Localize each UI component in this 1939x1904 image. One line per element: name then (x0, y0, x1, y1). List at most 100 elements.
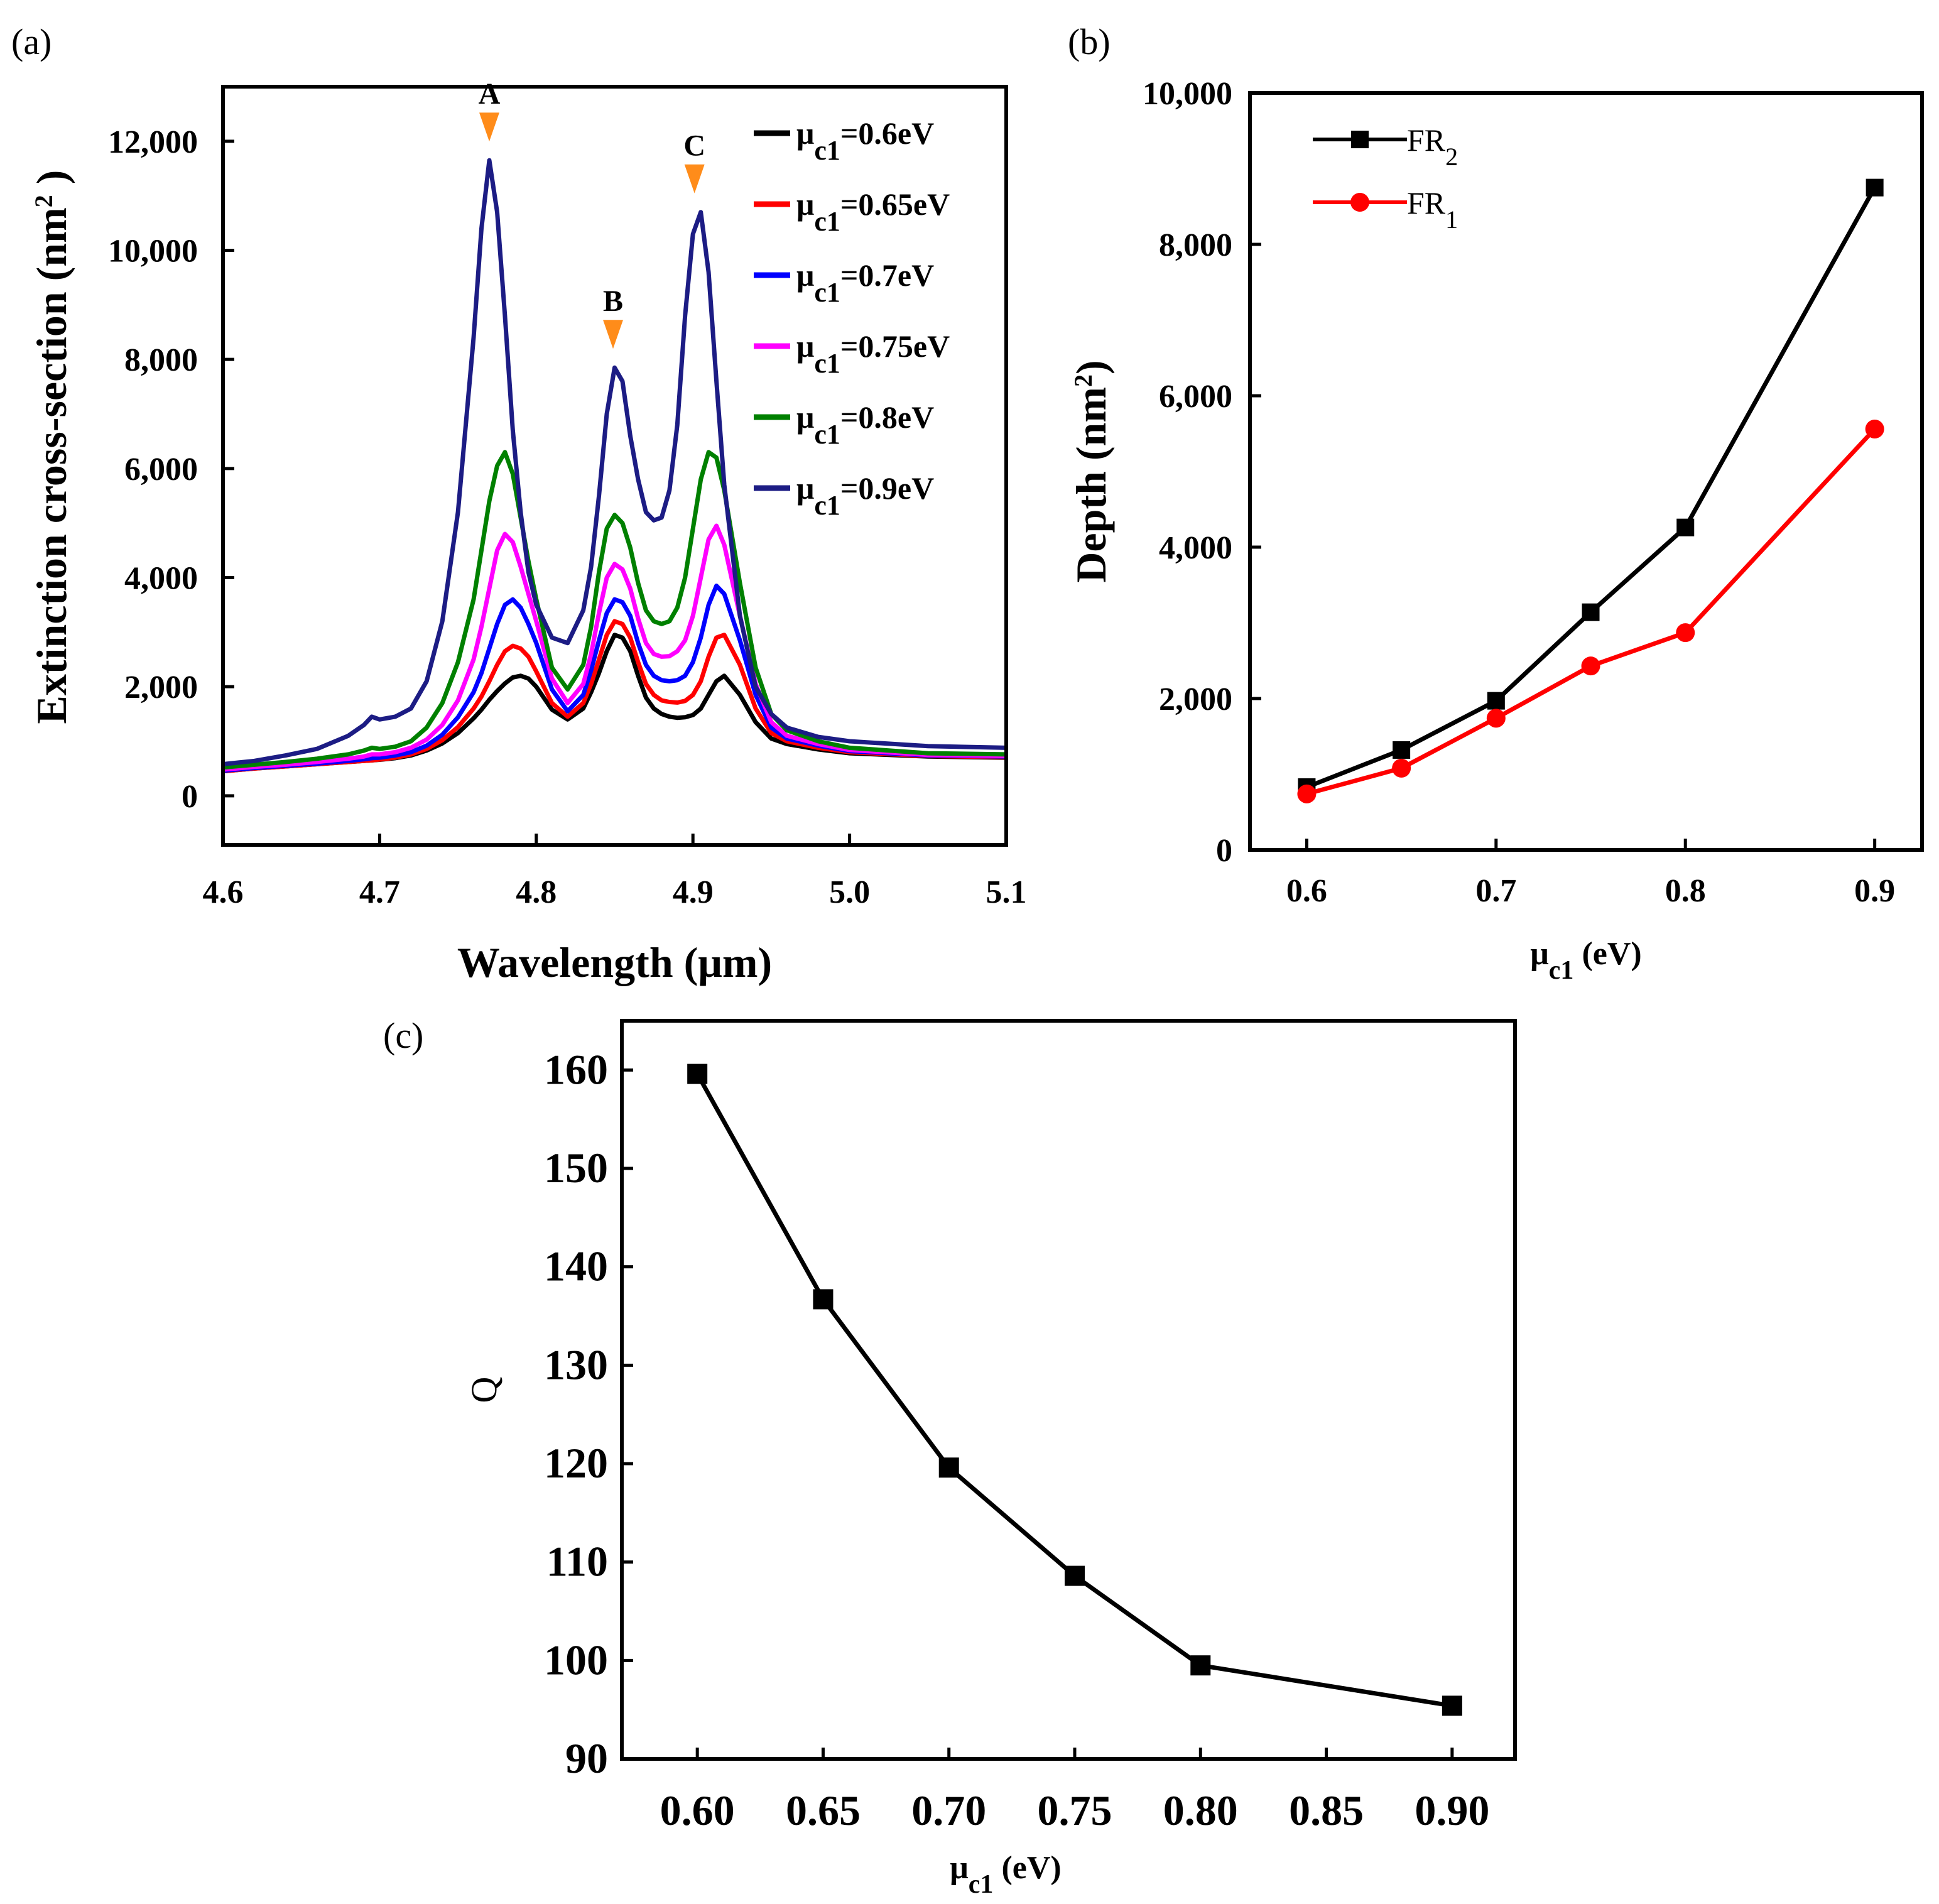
x-axis-label: Wavelength (μm) (457, 938, 772, 986)
x-tick-label-1: 0.7 (1475, 873, 1516, 909)
data-point-s0-3 (1065, 1565, 1085, 1586)
x-tick-label-1: 4.7 (359, 874, 400, 910)
legend-label-0: μc1=0.6eV (796, 116, 934, 166)
peak-label-0: A (479, 77, 501, 111)
y-tick-label-3: 6,000 (1159, 379, 1232, 415)
y-axis-label: Q (464, 1377, 504, 1403)
y-tick-label-4: 130 (544, 1341, 608, 1388)
y-tick-label-1: 2,000 (124, 670, 198, 705)
peak-label-1: B (603, 285, 623, 318)
y-tick-label-0: 0 (182, 779, 198, 815)
x-tick-label-3: 0.9 (1854, 873, 1895, 909)
series-line-0 (695, 1072, 1453, 1708)
data-point-s0-0 (687, 1064, 708, 1084)
data-point-s1-5 (1865, 420, 1884, 439)
y-tick-label-5: 10,000 (1143, 76, 1232, 112)
x-axis-label-main: μ (950, 1850, 968, 1886)
y-axis-label-sup: 2 (30, 195, 58, 207)
legend-label-sub-1: c1 (814, 206, 840, 237)
legend-label-rest-5: =0.9eV (840, 471, 934, 506)
legend-label-main-0: μ (796, 116, 814, 151)
legend-label-sub-5: c1 (814, 490, 840, 521)
y-axis-label: Depth (nm2) (1067, 360, 1115, 582)
data-point-s1-1 (1392, 758, 1411, 778)
y-tick-label-0: 90 (565, 1734, 608, 1782)
data-point-s0-1 (813, 1289, 834, 1310)
legend-label-rest-3: =0.75eV (840, 329, 950, 364)
legend-label-main-2: μ (796, 258, 814, 293)
legend-label-1: μc1=0.65eV (796, 187, 950, 237)
x-tick-label-2: 0.8 (1665, 873, 1706, 909)
peak-label-2: C (683, 129, 705, 163)
panel-label-b: (b) (1068, 21, 1111, 62)
series-line-3 (222, 523, 1007, 772)
y-tick-label-5: 10,000 (108, 234, 198, 269)
legend-label-4: μc1=0.8eV (796, 400, 934, 450)
x-tick-label-3: 0.75 (1038, 1787, 1112, 1834)
series-line-5 (222, 158, 1007, 766)
y-axis-label-main: Extinction cross-section (nm (28, 207, 75, 724)
x-tick-label-1: 0.65 (786, 1787, 861, 1834)
legend-label-main-1: μ (796, 187, 814, 222)
peak-marker-1 (603, 320, 624, 349)
x-tick-label-2: 4.8 (516, 874, 557, 910)
data-point-s0-2 (938, 1457, 959, 1478)
legend-label-main-0: FR (1407, 122, 1446, 158)
y-tick-label-1: 100 (544, 1636, 608, 1684)
legend-label-2: μc1=0.7eV (796, 258, 934, 308)
chart-a-extinction-spectra: 4.6 4.7 4.8 4.9 5.0 5.1 0 2,000 4,000 6,000 8,000 1… (28, 77, 1027, 986)
legend-label-0: FR2 (1407, 122, 1458, 171)
y-tick-label-2: 4,000 (1159, 530, 1232, 566)
data-point-s1-0 (1297, 784, 1317, 803)
y-tick-label-4: 8,000 (1159, 227, 1232, 263)
x-tick-label-0: 0.6 (1286, 873, 1327, 909)
legend-label-3: μc1=0.75eV (796, 329, 950, 379)
peak-marker-0 (479, 112, 499, 142)
y-tick-label-3: 6,000 (124, 452, 198, 487)
data-point-s0-5 (1442, 1695, 1462, 1716)
x-tick-label-2: 0.70 (911, 1787, 986, 1834)
x-axis-label-main: μ (1530, 936, 1548, 972)
x-axis-label-rest: (eV) (993, 1850, 1061, 1886)
series-line-2 (222, 584, 1007, 773)
panel-label-a: (a) (11, 21, 52, 62)
legend-label-sub-2: c1 (814, 277, 840, 308)
series-line-0 (1306, 186, 1877, 790)
y-tick-label-4: 8,000 (124, 342, 198, 378)
legend-label-main-3: μ (796, 329, 814, 364)
y-tick-label-2: 110 (546, 1538, 608, 1586)
legend-label-main-1: FR (1407, 185, 1446, 220)
legend-swatch-marker-0 (1351, 131, 1369, 148)
legend-label-rest-2: =0.7eV (840, 258, 934, 293)
legend-label-sub-1: 1 (1445, 205, 1458, 234)
y-axis-label-sup: 2 (1069, 374, 1097, 387)
x-axis-label-rest: (eV) (1573, 936, 1641, 972)
y-axis-label: Extinction cross-section (nm2 ) (28, 170, 75, 724)
series-line-1 (1306, 427, 1877, 797)
data-point-s1-3 (1581, 656, 1600, 676)
legend-label-sub-4: c1 (814, 419, 840, 450)
legend-label-5: μc1=0.9eV (796, 471, 934, 521)
y-tick-label-6: 12,000 (108, 124, 198, 160)
x-tick-label-5: 5.1 (986, 874, 1027, 910)
data-point-s0-1 (1393, 741, 1411, 759)
peak-marker-2 (684, 164, 705, 193)
y-tick-label-6: 150 (544, 1144, 608, 1192)
legend-label-rest-0: =0.6eV (840, 116, 934, 151)
plot-frame (620, 1019, 1517, 1761)
x-axis-label-sub: c1 (1549, 956, 1574, 985)
plot-frame (1248, 91, 1924, 852)
data-point-s0-4 (1190, 1655, 1211, 1676)
x-tick-label-6: 0.90 (1415, 1787, 1489, 1834)
y-axis-label-close: ) (28, 170, 75, 195)
panel-label-c: (c) (383, 1015, 423, 1056)
legend-label-main-4: μ (796, 400, 814, 435)
data-point-s0-4 (1676, 518, 1695, 536)
legend-swatch-marker-1 (1350, 193, 1369, 212)
legend-label-rest-4: =0.8eV (840, 400, 934, 435)
x-tick-label-0: 4.6 (203, 874, 244, 910)
y-tick-label-1: 2,000 (1159, 682, 1232, 717)
series-line-4 (222, 450, 1007, 770)
y-tick-label-2: 4,000 (124, 561, 198, 597)
x-tick-label-3: 4.9 (673, 874, 714, 910)
